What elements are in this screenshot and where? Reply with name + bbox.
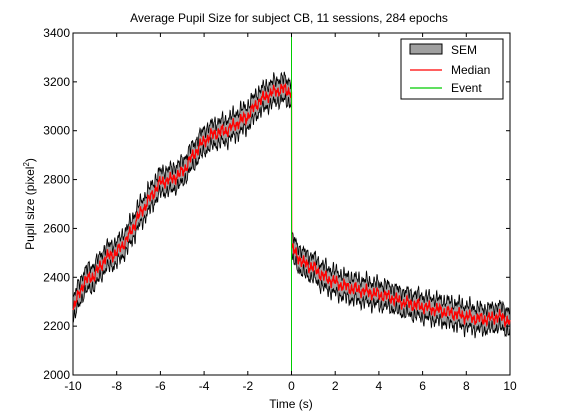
legend-sem-label: SEM [451,43,477,57]
y-tick-label: 3400 [43,26,70,40]
chart-title: Average Pupil Size for subject CB, 11 se… [130,11,448,25]
y-axis-label-close: ) [23,158,37,162]
x-tick-label: -4 [199,379,210,393]
y-axis-label: Pupil size (pixel2) [22,158,37,250]
legend-sem-swatch [409,43,443,55]
x-tick-label: 10 [503,379,517,393]
y-tick-label: 2200 [43,319,70,333]
x-tick-label: 4 [376,379,383,393]
y-axis-label-main: Pupil size (pixel [23,167,37,250]
x-tick-label: -6 [155,379,166,393]
legend-median-label: Median [451,63,490,77]
x-axis-ticks: -10 -8 -6 -4 -2 0 2 4 6 8 10 [64,33,517,393]
y-tick-label: 2000 [43,368,70,382]
x-tick-label: 8 [463,379,470,393]
x-tick-label: 2 [332,379,339,393]
y-tick-label: 2800 [43,173,70,187]
x-tick-label: -8 [111,379,122,393]
x-tick-label: 6 [419,379,426,393]
x-tick-label: -2 [242,379,253,393]
y-tick-label: 2600 [43,221,70,235]
y-axis-label-superscript: 2 [22,162,31,167]
x-axis-label: Time (s) [269,397,313,411]
y-axis-ticks: 2000 2200 2400 2600 2800 3000 3200 3400 [43,26,510,382]
y-tick-label: 2400 [43,270,70,284]
y-tick-label: 3200 [43,75,70,89]
x-tick-label: -10 [64,379,82,393]
y-tick-label: 3000 [43,124,70,138]
x-tick-label: 0 [288,379,295,393]
legend-event-label: Event [451,81,482,95]
legend: SEM Median Event [400,38,504,100]
